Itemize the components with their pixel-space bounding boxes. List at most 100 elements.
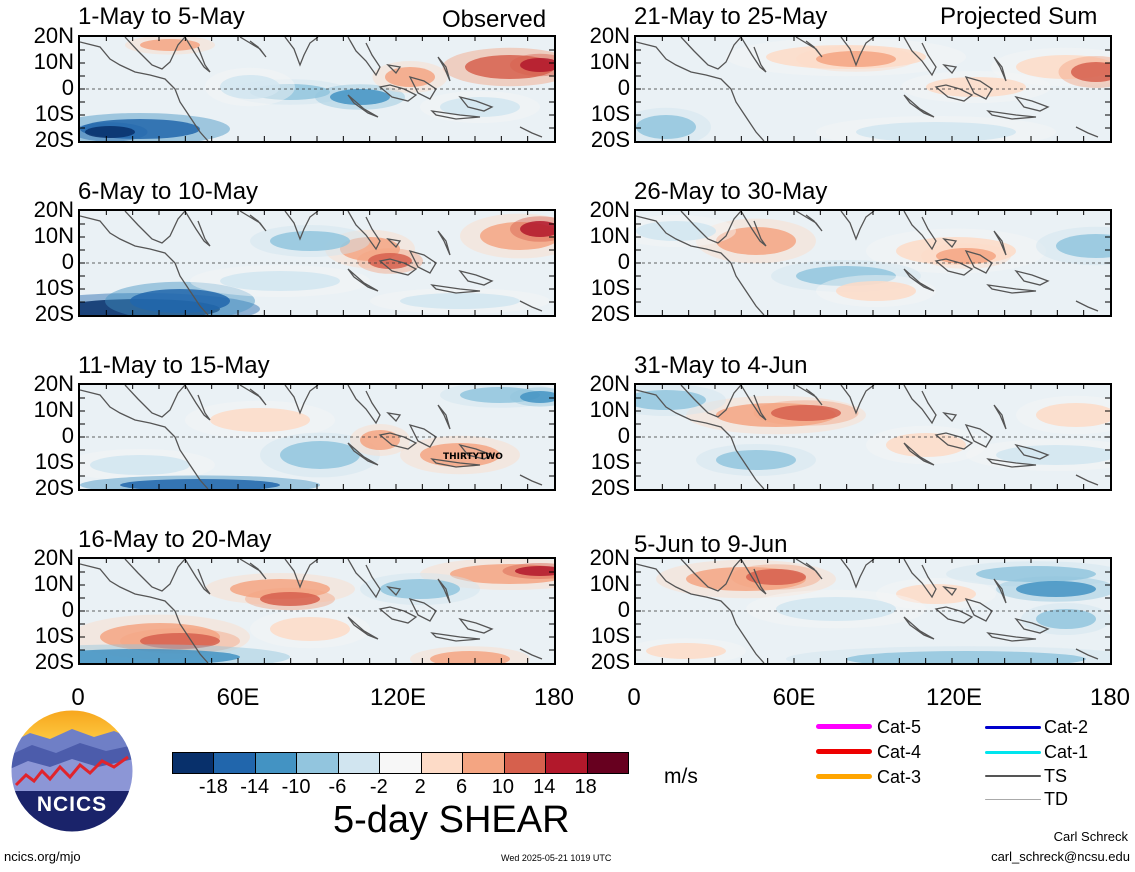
coastline — [184, 211, 211, 247]
coastline — [840, 559, 875, 589]
coastline — [347, 211, 381, 251]
lon-label-right-60e: 60E — [772, 684, 816, 711]
lat-label: 0 — [617, 423, 630, 448]
map-panel-8 — [634, 557, 1112, 665]
footer-url[interactable]: ncics.org/mjo — [4, 849, 81, 864]
colorbar-cell — [463, 753, 505, 773]
shear-contour — [1056, 234, 1110, 258]
coastline — [636, 563, 765, 663]
shear-contour — [120, 479, 280, 489]
footer-email[interactable]: carl_schreck@ncsu.edu — [991, 849, 1130, 864]
coastline — [903, 94, 935, 118]
coastline — [430, 284, 481, 294]
coastline — [437, 578, 451, 604]
lat-label: 10N — [33, 571, 74, 596]
coastline — [386, 586, 402, 597]
coastline — [124, 211, 186, 244]
shear-contour — [746, 569, 806, 585]
shear-field-4 — [80, 559, 554, 663]
shear-field-7 — [636, 385, 1110, 489]
coastline — [795, 559, 823, 580]
coastline — [284, 37, 319, 67]
lat-label: 20S — [34, 475, 74, 500]
cat3-label: Cat-3 — [877, 767, 922, 787]
coastline — [903, 37, 937, 77]
storm-label: THIRTYTWO — [443, 452, 503, 462]
cat4-label: Cat-4 — [877, 742, 922, 762]
panel-title-5: 21-May to 25-May — [634, 3, 828, 30]
coastline — [1075, 474, 1099, 486]
coastline — [239, 559, 267, 580]
coastline — [1014, 617, 1050, 634]
colorbar-cell — [546, 753, 588, 773]
colorbar-tick-label: 18 — [574, 776, 597, 798]
lat-label: 10S — [590, 101, 630, 126]
shear-contour — [646, 643, 726, 659]
coastline — [519, 474, 543, 486]
coastline — [903, 385, 937, 425]
shear-contour — [220, 75, 280, 99]
colorbar-tick-label: 14 — [533, 776, 556, 798]
coastline — [934, 606, 974, 624]
lat-label: 0 — [61, 423, 74, 448]
shear-contour — [636, 115, 696, 139]
shear-contour — [440, 97, 520, 117]
logo-text: NCICS — [36, 793, 108, 816]
coastline — [430, 458, 481, 468]
colorbar-tick-label: 6 — [455, 776, 468, 798]
colorbar-tick-label: 2 — [414, 776, 426, 798]
shear-contour — [130, 289, 230, 313]
coastline — [680, 37, 742, 70]
coastline — [740, 559, 767, 595]
shear-field-6 — [636, 211, 1110, 315]
cat3-swatch — [816, 774, 872, 779]
coastline — [458, 617, 494, 634]
coastline — [795, 211, 823, 232]
shear-contour — [1036, 609, 1096, 629]
map-panel-6 — [634, 209, 1112, 317]
coastline — [964, 249, 993, 274]
coastline — [993, 578, 1007, 604]
coastline — [680, 385, 742, 418]
lon-label-right-120e: 120E — [925, 684, 983, 711]
colorbar-tick-label: -6 — [328, 776, 347, 798]
coastline — [437, 230, 451, 256]
coastline — [408, 423, 437, 448]
colorbar-tick-label: -2 — [369, 776, 388, 798]
td-label: TD — [1044, 789, 1068, 809]
lon-label-left-180: 180 — [533, 684, 575, 711]
coastline — [636, 215, 765, 315]
projected-sum-label: Projected Sum — [940, 3, 1098, 30]
colorbar — [172, 752, 629, 774]
colorbar-units: m/s — [664, 765, 698, 788]
shear-contour — [636, 221, 716, 241]
coastline — [740, 385, 767, 421]
lat-label: 10N — [33, 397, 74, 422]
shear-contour — [220, 271, 340, 291]
panel-title-8: 5-Jun to 9-Jun — [634, 531, 788, 558]
coastline — [430, 110, 481, 120]
colorbar-cell — [380, 753, 422, 773]
coastline — [458, 269, 494, 286]
shear-contour — [430, 651, 510, 663]
coastline — [942, 64, 958, 75]
ncics-logo: NCICS — [10, 709, 134, 833]
lat-label: 10S — [34, 101, 74, 126]
coastline — [408, 75, 437, 100]
coastline — [386, 412, 402, 423]
shear-contour — [1071, 62, 1110, 82]
lon-label-left-120e: 120E — [369, 684, 427, 711]
coastline — [1075, 126, 1099, 138]
coastline — [1014, 95, 1050, 112]
coastline — [1075, 648, 1099, 660]
shear-contour — [886, 433, 966, 457]
lat-label: 20N — [589, 371, 630, 396]
colorbar-cell — [214, 753, 256, 773]
ts-label: TS — [1044, 766, 1068, 786]
lon-label-left-0: 0 — [71, 684, 85, 711]
lat-label: 10N — [33, 223, 74, 248]
lat-label: 20S — [34, 301, 74, 326]
coastline — [986, 110, 1037, 120]
coastline — [347, 442, 379, 466]
shear-contour — [796, 266, 896, 286]
